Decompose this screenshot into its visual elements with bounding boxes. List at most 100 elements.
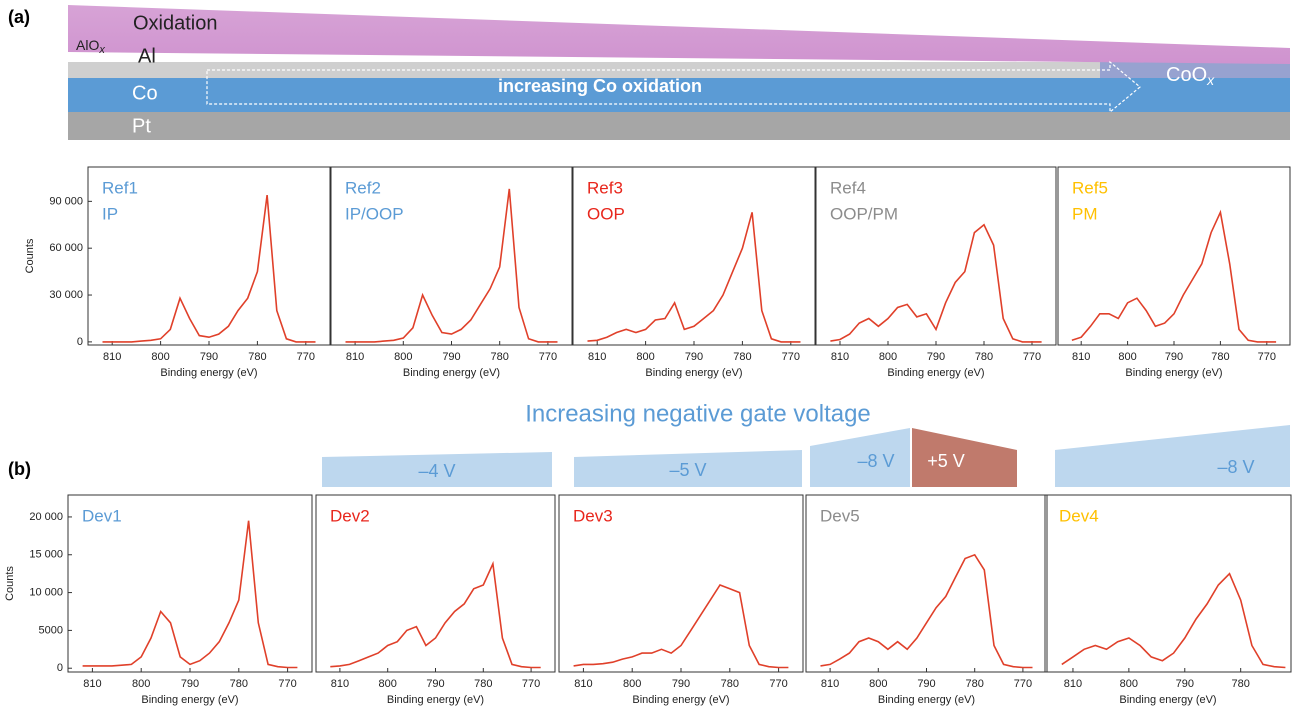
spectrum-panel: 810 800 790 780 770 0 5000 10 000 15 000 20 000 Bi…: [4, 494, 313, 706]
x-tick-label: 780: [248, 351, 266, 363]
x-tick-label: 770: [297, 351, 315, 363]
layer-label: Co: [132, 82, 158, 104]
x-tick-label: 790: [685, 351, 703, 363]
x-tick-label: 800: [869, 678, 887, 690]
x-tick-label: 810: [346, 351, 364, 363]
y-tick-label: 60 000: [49, 242, 83, 254]
y-tick-label: 20 000: [29, 511, 63, 523]
x-tick-label: 800: [623, 678, 641, 690]
x-tick-label: 780: [1232, 678, 1250, 690]
layer-label: Pt: [132, 115, 151, 137]
x-tick-label: 790: [672, 678, 690, 690]
co-layer: [68, 78, 1290, 112]
x-tick-label: 770: [522, 678, 540, 690]
x-tick-label: 800: [1120, 678, 1138, 690]
spectrum-line: [820, 553, 1033, 669]
gate-title: Increasing negative gate voltage: [525, 400, 871, 427]
layer-label-base: AlO: [76, 37, 99, 53]
spectrum-panel: 810 800 790 780 770 Binding energy (eV) Ref3 OO…: [572, 166, 816, 379]
x-axis-label: Binding energy (eV): [1125, 367, 1222, 379]
panel-subtitle: IP/OOP: [345, 204, 404, 223]
spectrum-panel: 810 800 790 780 770 Binding energy (eV) Ref4 OO…: [815, 166, 1057, 379]
voltage-label: –4 V: [418, 461, 455, 481]
panel-title: Ref2: [345, 178, 381, 197]
y-tick-label: 90 000: [49, 195, 83, 207]
x-axis-label: Binding energy (eV): [141, 694, 238, 706]
x-axis-label: Binding energy (eV): [887, 367, 984, 379]
voltage-wedge: [912, 428, 1017, 487]
x-tick-label: 790: [181, 678, 199, 690]
x-tick-label: 810: [588, 351, 606, 363]
x-tick-label: 810: [831, 351, 849, 363]
x-tick-label: 800: [151, 351, 169, 363]
x-tick-label: 790: [442, 351, 460, 363]
x-tick-label: 800: [394, 351, 412, 363]
panel-frame: [1044, 494, 1292, 673]
panel-title: Dev3: [573, 506, 613, 525]
x-tick-label: 810: [1072, 351, 1090, 363]
x-tick-label: 800: [1118, 351, 1136, 363]
y-tick-label: 15 000: [29, 549, 63, 561]
y-tick-label: 10 000: [29, 586, 63, 598]
x-tick-label: 770: [1258, 351, 1276, 363]
panel-subtitle: OOP/PM: [830, 204, 898, 223]
x-tick-label: 770: [278, 678, 296, 690]
panel-subtitle: PM: [1072, 204, 1098, 223]
layer-label-sub: x: [98, 44, 105, 56]
spectrum-line: [345, 188, 558, 343]
panel-label: (b): [8, 459, 31, 479]
panel-subtitle: OOP: [587, 204, 625, 223]
voltage-wedge: [574, 450, 802, 487]
pt-layer: [68, 112, 1290, 140]
panel-title: Ref3: [587, 178, 623, 197]
spectrum-panel: 810 800 790 780 770 Binding energy (eV) Ref5 PM: [1057, 166, 1291, 379]
spectrum-panel: 810 800 790 780 770 Binding energy (eV) Dev5: [805, 494, 1048, 706]
layer-label-base: CoO: [1166, 64, 1207, 86]
x-tick-label: 770: [782, 351, 800, 363]
x-tick-label: 780: [721, 678, 739, 690]
arrow-label: increasing Co oxidation: [498, 76, 702, 96]
spectrum-line: [102, 194, 316, 343]
x-tick-label: 780: [975, 351, 993, 363]
spectrum-panel: 810 800 790 780 770 0 30 000 60 000 90 000 Bindin…: [24, 166, 331, 379]
spectrum-line: [82, 520, 298, 669]
voltage-wedge: [322, 452, 552, 487]
x-tick-label: 780: [1211, 351, 1229, 363]
x-tick-label: 770: [769, 678, 787, 690]
voltage-label: –5 V: [669, 460, 706, 480]
x-tick-label: 810: [821, 678, 839, 690]
y-tick-label: 0: [57, 662, 63, 674]
layer-label: Al: [138, 45, 156, 67]
x-tick-label: 780: [491, 351, 509, 363]
x-tick-label: 800: [132, 678, 150, 690]
coox-layer: [1100, 62, 1290, 78]
panel-label: (a): [8, 7, 30, 27]
x-axis-label: Binding energy (eV): [403, 367, 500, 379]
panel-title: Dev2: [330, 506, 370, 525]
spectrum-line: [830, 223, 1042, 343]
layer-label-sub: x: [1206, 72, 1215, 88]
voltage-wedge: [1055, 425, 1290, 487]
x-tick-label: 810: [1064, 678, 1082, 690]
x-tick-label: 780: [474, 678, 492, 690]
x-tick-label: 790: [200, 351, 218, 363]
x-tick-label: 770: [1023, 351, 1041, 363]
oxidation-wedge: [68, 5, 1290, 64]
x-tick-label: 800: [636, 351, 654, 363]
panel-title: Dev4: [1059, 506, 1099, 525]
spectrum-panel: 810 800 790 780 770 Binding energy (eV) Dev3: [558, 494, 804, 706]
panel-title: Ref5: [1072, 178, 1108, 197]
voltage-label: –8 V: [857, 451, 894, 471]
spectrum-line: [1071, 209, 1277, 343]
spectrum-panel: 810 800 790 780 770 Binding energy (eV) Ref2 IP…: [330, 166, 573, 379]
y-tick-label: 30 000: [49, 289, 83, 301]
x-tick-label: 770: [539, 351, 557, 363]
panel-title: Ref4: [830, 178, 866, 197]
x-tick-label: 780: [230, 678, 248, 690]
voltage-wedge: [810, 428, 910, 487]
spectrum-line: [587, 212, 801, 343]
y-tick-label: 0: [77, 336, 83, 348]
x-tick-label: 810: [83, 678, 101, 690]
panel-title: Dev5: [820, 506, 860, 525]
